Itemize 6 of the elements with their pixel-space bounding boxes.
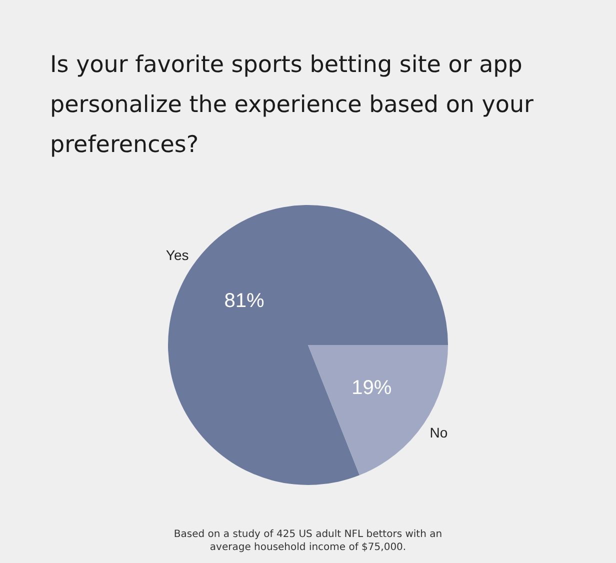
text: Based on a study of 425 US adult NFL bettors with an average household income of $75,000.: [172, 528, 444, 554]
data-label: 81%: [224, 290, 265, 312]
slice-label: No: [430, 424, 448, 441]
data-label: 19%: [352, 376, 392, 399]
slice-label: Yes: [166, 247, 189, 264]
chart-title: Is your favorite sports betting site or app personalize the experience based on your preferences?: [50, 51, 535, 160]
